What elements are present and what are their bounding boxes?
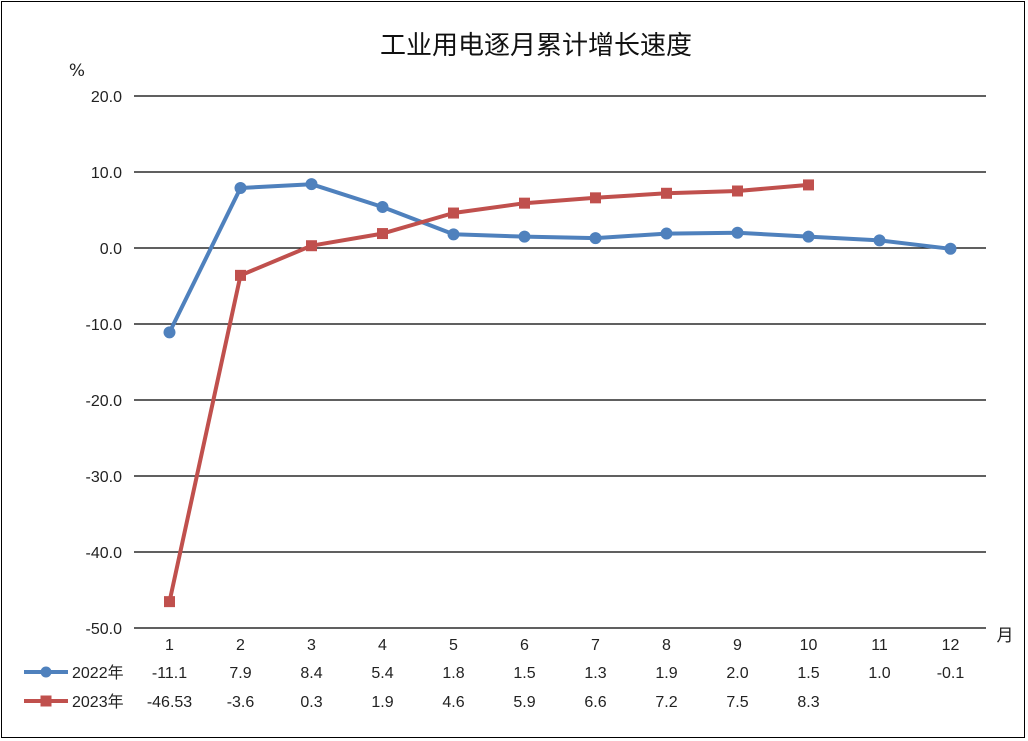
table-cell: 0.3 <box>300 694 322 711</box>
y-tick-label: -50.0 <box>86 621 123 638</box>
data-table: 2022年 -11.1 7.9 8.4 5.4 1.8 1.5 1.3 1.9 2.0 1.5 1.0… <box>24 664 964 711</box>
data-point <box>944 242 957 255</box>
legend-marker <box>40 695 52 707</box>
y-tick-labels: 20.0 10.0 0.0 -10.0 -20.0 -30.0 -40.0 -50.0 <box>86 89 123 638</box>
table-cell: -46.53 <box>147 694 192 711</box>
x-tick-label: 11 <box>871 637 888 654</box>
x-tick-label: 9 <box>733 637 742 654</box>
data-point <box>447 228 460 241</box>
series-layer <box>163 178 957 608</box>
data-point <box>235 269 246 281</box>
table-cell: 1.9 <box>371 694 393 711</box>
table-cell: 1.5 <box>797 665 819 682</box>
data-point <box>234 181 247 194</box>
x-tick-label: 5 <box>449 637 458 654</box>
legend-label: 2023年 <box>72 693 124 711</box>
table-cell: 7.9 <box>229 665 251 682</box>
data-point <box>519 197 530 209</box>
table-cell: 5.4 <box>371 665 393 682</box>
data-point <box>661 187 672 199</box>
data-point <box>732 185 743 197</box>
x-tick-label: 12 <box>942 637 960 654</box>
data-point <box>731 226 744 239</box>
table-cell: -0.1 <box>937 665 965 682</box>
data-point <box>873 234 886 247</box>
table-cell: 6.6 <box>584 694 606 711</box>
table-cell: 4.6 <box>442 694 464 711</box>
gridlines <box>134 95 986 629</box>
x-tick-labels: 1 2 3 4 5 6 7 8 9 10 11 12 <box>165 637 959 654</box>
x-tick-label: 7 <box>591 637 600 654</box>
table-cell: 5.9 <box>513 694 535 711</box>
x-axis-unit-label: 月 <box>997 626 1014 646</box>
y-tick-label: -20.0 <box>86 393 123 410</box>
y-tick-label: -30.0 <box>86 469 123 486</box>
table-cell: 7.5 <box>726 694 748 711</box>
data-point <box>306 240 317 252</box>
data-point <box>376 200 389 213</box>
table-cell: 8.4 <box>300 665 322 682</box>
y-tick-label: -40.0 <box>86 545 123 562</box>
table-cell: 1.3 <box>584 665 606 682</box>
chart-title: 工业用电逐月累计增长速度 <box>380 31 692 61</box>
series-line <box>167 182 809 603</box>
x-tick-label: 10 <box>800 637 818 654</box>
table-cell: 1.8 <box>442 665 464 682</box>
data-point <box>802 230 815 243</box>
data-point <box>377 228 388 240</box>
legend-label: 2022年 <box>72 664 124 682</box>
x-tick-label: 4 <box>378 637 387 654</box>
x-tick-label: 8 <box>662 637 671 654</box>
table-cell: 2.0 <box>726 665 748 682</box>
data-point <box>590 192 601 204</box>
data-point <box>803 179 814 191</box>
data-point <box>164 596 175 608</box>
data-point <box>589 232 602 245</box>
table-cell: 1.9 <box>655 665 677 682</box>
table-cell: 1.5 <box>513 665 535 682</box>
data-point <box>448 207 459 219</box>
x-tick-label: 1 <box>165 637 174 654</box>
table-cell: 7.2 <box>655 694 677 711</box>
y-tick-label: 20.0 <box>91 89 122 106</box>
y-tick-label: 0.0 <box>100 241 122 258</box>
x-tick-label: 6 <box>520 637 529 654</box>
data-point <box>518 230 531 243</box>
y-tick-label: -10.0 <box>86 317 123 334</box>
table-cell: 8.3 <box>797 694 819 711</box>
data-point <box>163 326 176 339</box>
table-cell: -3.6 <box>227 694 255 711</box>
y-axis-unit-label: % <box>69 61 85 81</box>
x-tick-label: 3 <box>307 637 316 654</box>
series-line <box>167 182 951 334</box>
y-tick-label: 10.0 <box>91 165 122 182</box>
x-tick-label: 2 <box>236 637 245 654</box>
data-point <box>660 227 673 240</box>
table-cell: -11.1 <box>152 665 187 682</box>
data-point <box>305 178 318 191</box>
legend-marker <box>40 666 52 678</box>
table-cell: 1.0 <box>868 665 890 682</box>
